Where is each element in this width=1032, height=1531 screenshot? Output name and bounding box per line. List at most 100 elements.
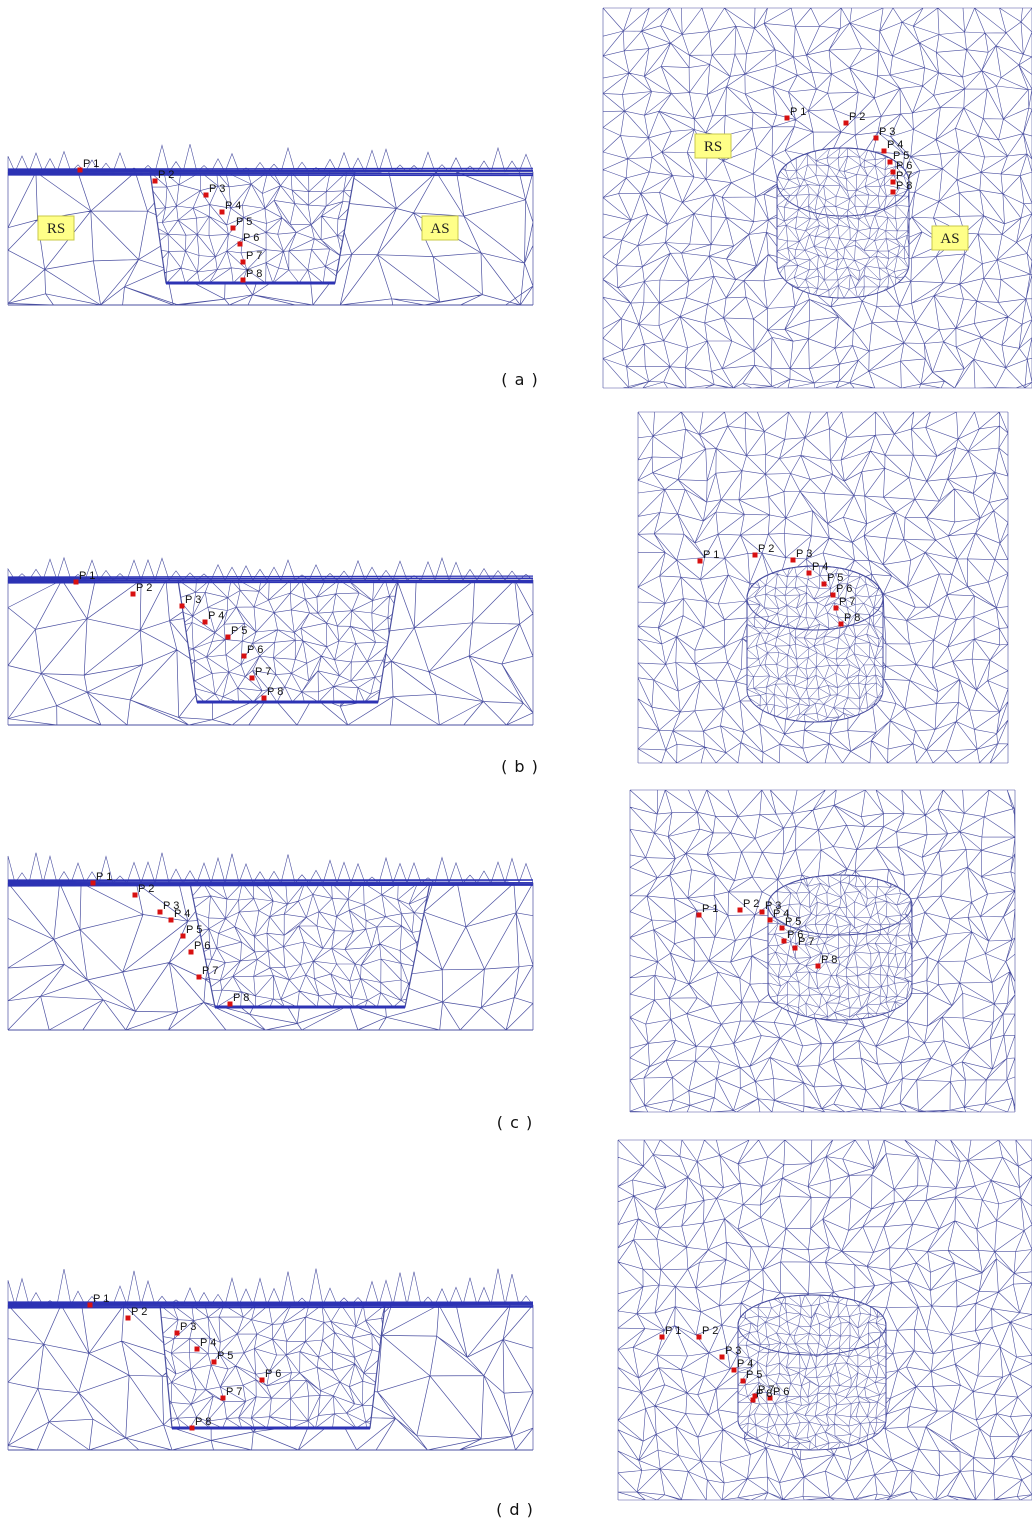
point-marker [90,880,96,886]
point-marker [790,557,796,563]
point-label: P 5 [785,916,801,928]
point-label: P 3 [180,1321,196,1333]
point-marker [833,605,839,611]
point-label: P 6 [194,940,210,952]
point-marker [168,917,174,923]
point-label: P 5 [231,625,247,637]
point-label: P 8 [267,686,283,698]
surface-band [7,1303,534,1306]
point-label: P 7 [226,1386,242,1398]
point-label: P 8 [233,992,249,1004]
region-box [931,225,969,251]
point-marker [261,695,267,701]
hole [189,882,431,1008]
point-marker [890,189,896,195]
surface-band [7,174,534,177]
point-label: P 4 [887,139,903,151]
surface-band [7,884,534,887]
point-label: P 4 [737,1358,753,1370]
flash-mesh [7,852,534,885]
point-marker [237,241,243,247]
point-label: P 6 [773,1386,789,1398]
point-marker [188,949,194,955]
panel-caption: ( a ) [501,370,538,389]
point-label: P 6 [836,583,852,595]
mesh [617,1139,1032,1501]
point-label: P 1 [703,549,719,561]
point-label: P 6 [247,644,263,656]
point-label: P 2 [138,883,154,895]
point-marker [202,619,208,625]
surface-band [7,170,534,173]
point-marker [240,277,246,283]
point-marker [259,1377,265,1383]
point-marker [806,570,812,576]
point-marker [830,592,836,598]
point-label: P 7 [758,1384,774,1396]
point-marker [843,120,849,126]
point-label: P 1 [665,1325,681,1337]
point-marker [767,917,773,923]
point-marker [873,135,879,141]
surface-band [7,879,534,882]
panel-caption: ( b ) [501,757,539,776]
point-marker [752,1393,758,1399]
surface-band [7,1306,534,1309]
point-label: P 6 [243,232,259,244]
flash-mesh [7,1268,534,1307]
point-marker [759,909,765,915]
point-marker [815,963,821,969]
surface-band [7,581,534,584]
point-marker [130,591,136,597]
point-marker [174,1330,180,1336]
point-label: P 1 [96,871,112,883]
point-marker [737,907,743,913]
point-label: P 5 [186,924,202,936]
point-label: P 2 [743,898,759,910]
point-label: P 8 [821,954,837,966]
point-marker [157,909,163,915]
point-label: P 5 [893,150,909,162]
point-label: P 7 [798,936,814,948]
point-label: P 1 [702,903,718,915]
point-marker [152,178,158,184]
point-label: P 4 [208,610,224,622]
point-marker [249,675,255,681]
point-label: P 2 [158,169,174,181]
point-label: P 3 [765,900,781,912]
point-marker [838,621,844,627]
region-box [694,133,732,159]
point-marker [696,912,702,918]
point-marker [189,1425,195,1431]
point-marker [125,1315,131,1321]
point-marker [240,259,246,265]
pin-mesh [738,1295,886,1450]
point-label: P 8 [246,268,262,280]
point-label: P 3 [796,548,812,560]
point-label: P 3 [879,126,895,138]
pin-mesh [747,566,883,722]
pin-rim [767,874,913,936]
point-marker [77,167,83,173]
point-label: P 3 [185,594,201,606]
point-marker [227,1001,233,1007]
point-marker [740,1378,746,1384]
point-marker [752,552,758,558]
point-label: P 7 [202,965,218,977]
point-marker [890,179,896,185]
point-marker [180,933,186,939]
hole-mesh [178,580,398,702]
point-label: P 3 [209,183,225,195]
point-label: P 4 [200,1337,216,1349]
point-label: P 2 [131,1306,147,1318]
region-label: RS [47,221,65,237]
point-marker [750,1397,756,1403]
point-marker [230,225,236,231]
point-label: P 4 [812,561,828,573]
point-marker [196,974,202,980]
surface-band [7,577,534,580]
point-label: P 5 [746,1369,762,1381]
hole [149,171,356,284]
